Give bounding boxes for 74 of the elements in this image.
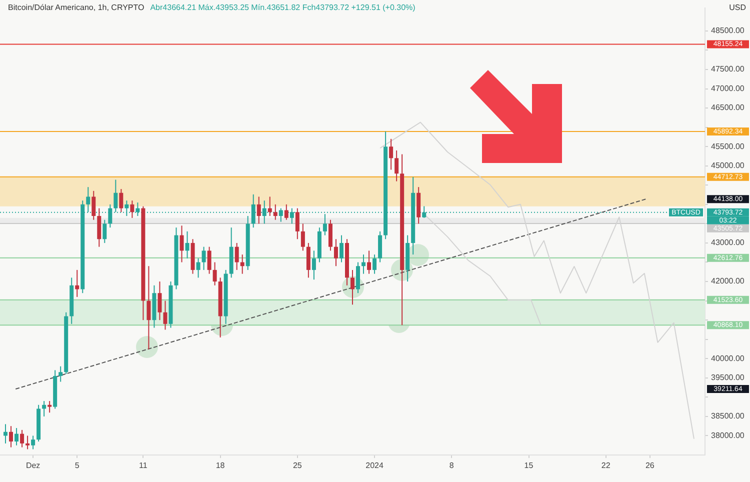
candlestick — [102, 219, 107, 244]
y-tick-label: 47500.00 — [711, 64, 745, 74]
candlestick — [58, 366, 63, 382]
y-tick-label: 46500.00 — [711, 103, 745, 112]
candlestick — [97, 208, 102, 248]
candlestick — [350, 269, 354, 306]
x-tick-label: 8 — [449, 461, 454, 470]
y-tick-label: 38500.00 — [711, 412, 745, 421]
y-tick-label: 42000.00 — [711, 276, 745, 286]
y-tick-label: 45500.00 — [711, 142, 745, 151]
chart-title: Bitcoin/Dólar Americano, 1h, CRYPTO — [8, 3, 144, 12]
candlestick — [9, 426, 14, 448]
candlestick — [114, 179, 118, 213]
x-tick-label: 2024 — [366, 461, 384, 470]
y-tick-label: 39500.00 — [711, 373, 745, 382]
candlestick — [163, 300, 168, 330]
candlestick — [14, 428, 19, 446]
candlestick — [372, 254, 377, 274]
candlestick — [356, 262, 360, 294]
y-axis-title: USD — [729, 3, 746, 12]
y-tick-label: 45000.00 — [711, 161, 745, 170]
y-tick-label: 47000.00 — [711, 84, 745, 93]
candlestick — [124, 200, 129, 216]
candlestick — [26, 435, 30, 450]
candlestick — [146, 266, 151, 350]
candlestick — [207, 246, 212, 274]
y-tick-label: 48500.00 — [711, 26, 745, 36]
candlestick — [212, 262, 217, 286]
x-tick-label: 26 — [645, 461, 655, 470]
candlestick — [202, 246, 206, 270]
candlestick — [31, 435, 36, 450]
candlestick — [185, 230, 190, 259]
candlestick — [367, 250, 372, 274]
candlestick — [300, 223, 305, 252]
candlestick — [306, 242, 310, 278]
candlestick — [278, 208, 283, 222]
candlestick — [328, 219, 332, 252]
candlestick — [312, 250, 316, 280]
candlestick — [295, 208, 300, 240]
x-tick-label: 18 — [216, 461, 226, 470]
candlestick — [42, 400, 46, 417]
candlestick — [394, 150, 399, 182]
x-tick-label: 15 — [524, 461, 534, 470]
x-tick-label: 25 — [292, 461, 302, 470]
candlestick — [362, 254, 366, 274]
candlestick — [108, 204, 112, 228]
candlestick — [4, 424, 8, 444]
y-tick-label: 38000.00 — [711, 430, 745, 440]
candlestick — [268, 196, 272, 216]
y-tick-label: 43000.00 — [711, 238, 745, 248]
candlestick — [75, 269, 80, 298]
y-tick-label: 40000.00 — [711, 354, 745, 363]
candlestick — [20, 429, 24, 448]
candlestick — [234, 242, 239, 270]
candlestick — [92, 190, 96, 220]
chart-subtitle: Abr43664.21 Máx.43953.25 Mín.43651.82 Fch43793.72 +129.51 (+0.30%) — [150, 3, 416, 12]
x-tick-label: 22 — [601, 461, 611, 470]
candlestick — [284, 204, 288, 220]
candlestick — [334, 238, 338, 267]
candlestick — [256, 196, 261, 224]
candlestick — [378, 230, 382, 263]
candlestick — [389, 138, 394, 170]
x-tick-label: 11 — [139, 461, 148, 470]
candlestick — [130, 200, 134, 218]
candlestick — [119, 188, 124, 213]
candlestick — [196, 258, 200, 278]
candlestick — [240, 254, 244, 274]
candlestick — [48, 400, 52, 414]
x-tick-label: Dez — [26, 461, 40, 470]
candlestick — [158, 281, 162, 321]
x-tick-label: 5 — [74, 461, 80, 470]
candlestick — [339, 234, 344, 263]
candlestick — [273, 204, 278, 220]
candlestick — [180, 225, 184, 263]
